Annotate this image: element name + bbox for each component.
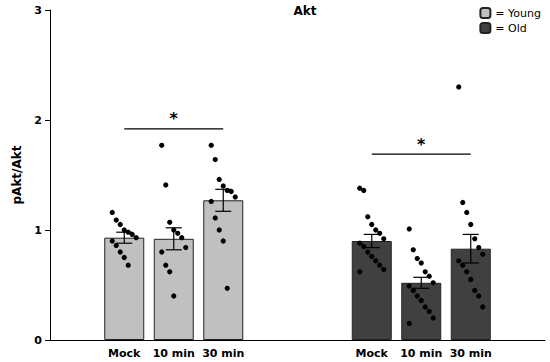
svg-text:0: 0 bbox=[34, 334, 42, 347]
svg-text:2: 2 bbox=[34, 114, 42, 127]
svg-text:pAkt/Akt: pAkt/Akt bbox=[10, 145, 24, 204]
svg-text:Mock: Mock bbox=[356, 347, 389, 360]
svg-text:1: 1 bbox=[34, 224, 42, 237]
svg-text:= Young: = Young bbox=[495, 7, 541, 20]
svg-text:= Old: = Old bbox=[495, 22, 526, 35]
svg-text:10 min: 10 min bbox=[153, 347, 195, 360]
svg-text:30 min: 30 min bbox=[450, 347, 492, 360]
svg-text:10 min: 10 min bbox=[400, 347, 442, 360]
svg-text:Akt: Akt bbox=[293, 4, 316, 18]
svg-text:*: * bbox=[417, 135, 426, 154]
svg-text:Mock: Mock bbox=[108, 347, 141, 360]
svg-text:3: 3 bbox=[34, 4, 42, 17]
svg-text:*: * bbox=[170, 109, 179, 128]
svg-text:30 min: 30 min bbox=[202, 347, 244, 360]
